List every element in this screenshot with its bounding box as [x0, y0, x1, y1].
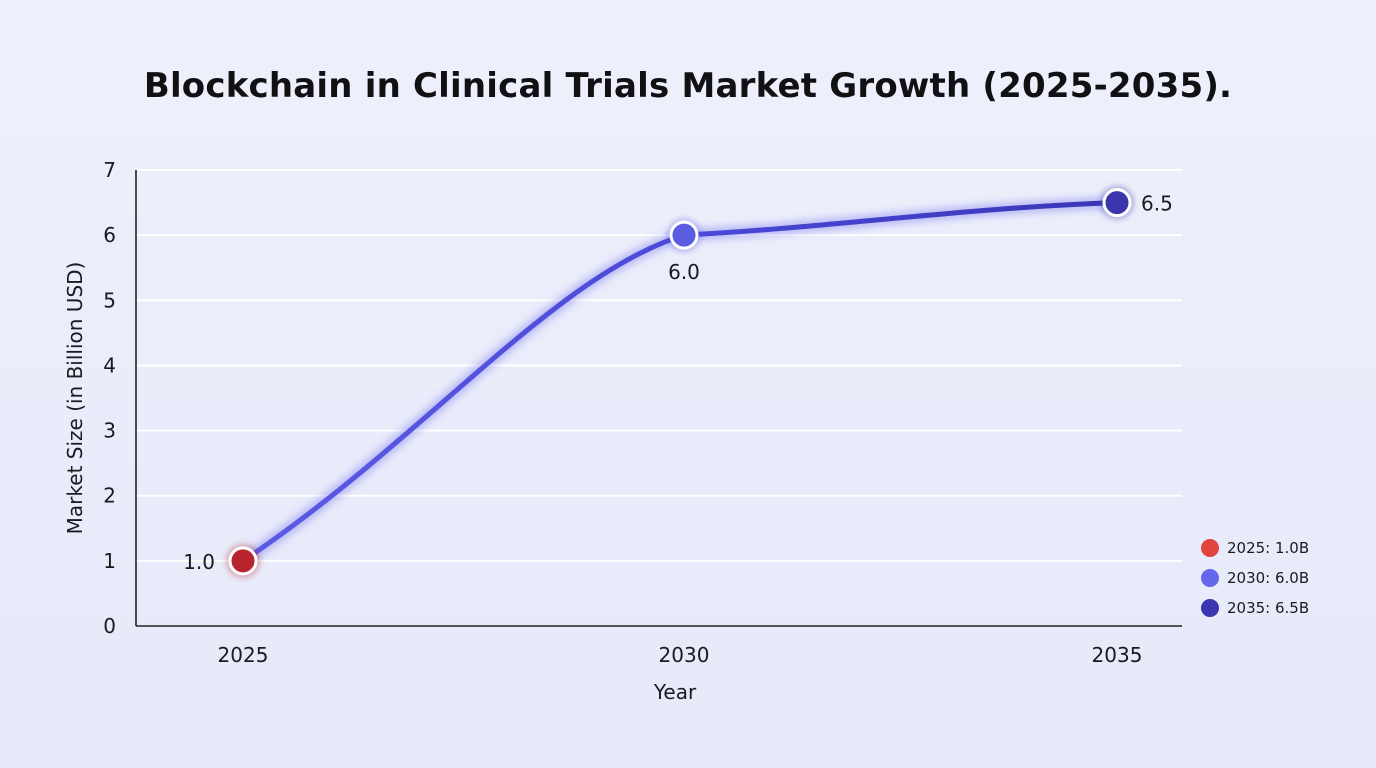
y-axis-title: Market Size (in Billion USD): [63, 262, 87, 535]
x-axis-title: Year: [653, 680, 697, 704]
series-line: [240, 200, 1120, 564]
y-tick-label: 2: [103, 484, 116, 508]
series: [226, 185, 1134, 578]
labels: 1.0 6.0 6.5: [183, 192, 1173, 574]
y-tick-label: 6: [103, 223, 116, 247]
x-tick-label: 2030: [659, 643, 710, 667]
legend-marker: [1201, 599, 1219, 617]
legend: 2025: 1.0B 2030: 6.0B 2035: 6.5B: [1201, 539, 1309, 617]
y-tick-label: 0: [103, 614, 116, 638]
data-point: [669, 220, 699, 250]
series-line-glow: [239, 196, 1118, 566]
data-point: [228, 546, 258, 576]
data-point: [1102, 188, 1132, 218]
legend-marker: [1201, 539, 1219, 557]
gridlines: [136, 169, 1182, 562]
legend-label: 2030: 6.0B: [1227, 569, 1309, 587]
axes: 0 1 2 3 4 5 6 7 2025 2030 2035 Year Market Size (in …: [63, 158, 1182, 704]
legend-marker: [1201, 569, 1219, 587]
y-tick-label: 3: [103, 419, 116, 443]
legend-label: 2035: 6.5B: [1227, 599, 1309, 617]
x-tick-label: 2025: [218, 643, 269, 667]
legend-label: 2025: 1.0B: [1227, 539, 1309, 557]
y-tick-label: 7: [103, 158, 116, 182]
data-label: 6.0: [668, 260, 700, 284]
data-label: 1.0: [183, 550, 215, 574]
chart-title: Blockchain in Clinical Trials Market Gro…: [143, 66, 1233, 106]
y-tick-label: 4: [103, 353, 116, 377]
x-tick-label: 2035: [1092, 643, 1143, 667]
y-tick-label: 1: [103, 549, 116, 573]
data-label: 6.5: [1141, 192, 1173, 216]
y-tick-label: 5: [103, 288, 116, 312]
